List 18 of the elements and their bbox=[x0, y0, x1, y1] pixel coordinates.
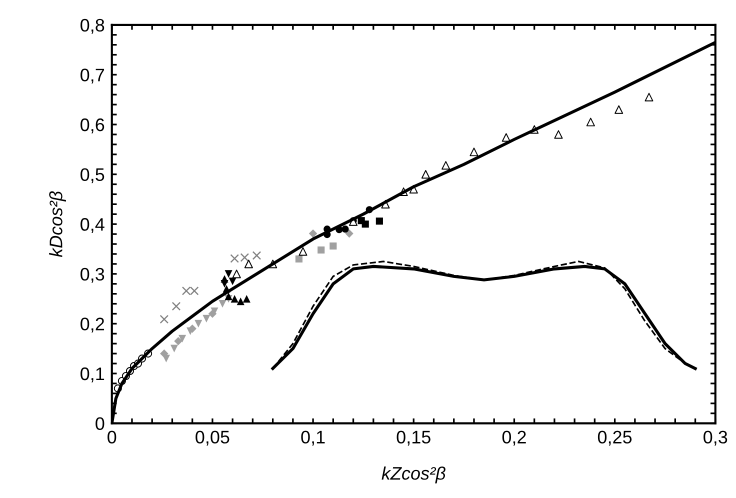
y-tick-label: 0,5 bbox=[80, 168, 104, 184]
x-tick-label: 0,2 bbox=[502, 430, 526, 446]
y-tick-label: 0,1 bbox=[80, 367, 104, 382]
y-tick-label: 0,6 bbox=[80, 118, 104, 134]
x-tick-label: 0,3 bbox=[704, 430, 728, 446]
y-tick-label: 0,7 bbox=[80, 68, 104, 84]
x-tick-label: 0 bbox=[108, 430, 116, 444]
y-axis-title: kDcos²β bbox=[49, 191, 66, 258]
y-tick-label: 0,3 bbox=[80, 268, 104, 283]
x-tick-label: 0,05 bbox=[196, 430, 230, 446]
y-tick-label: 0,2 bbox=[80, 318, 104, 333]
x-axis-title: kZcos²β bbox=[382, 466, 446, 484]
y-tick-label: 0 bbox=[96, 417, 104, 430]
y-tick-label: 0,4 bbox=[80, 218, 104, 233]
x-tick-label: 0,15 bbox=[396, 430, 430, 446]
x-tick-label: 0,1 bbox=[301, 430, 325, 446]
y-tick-label: 0,8 bbox=[80, 18, 104, 34]
x-tick-label: 0,25 bbox=[598, 430, 632, 446]
